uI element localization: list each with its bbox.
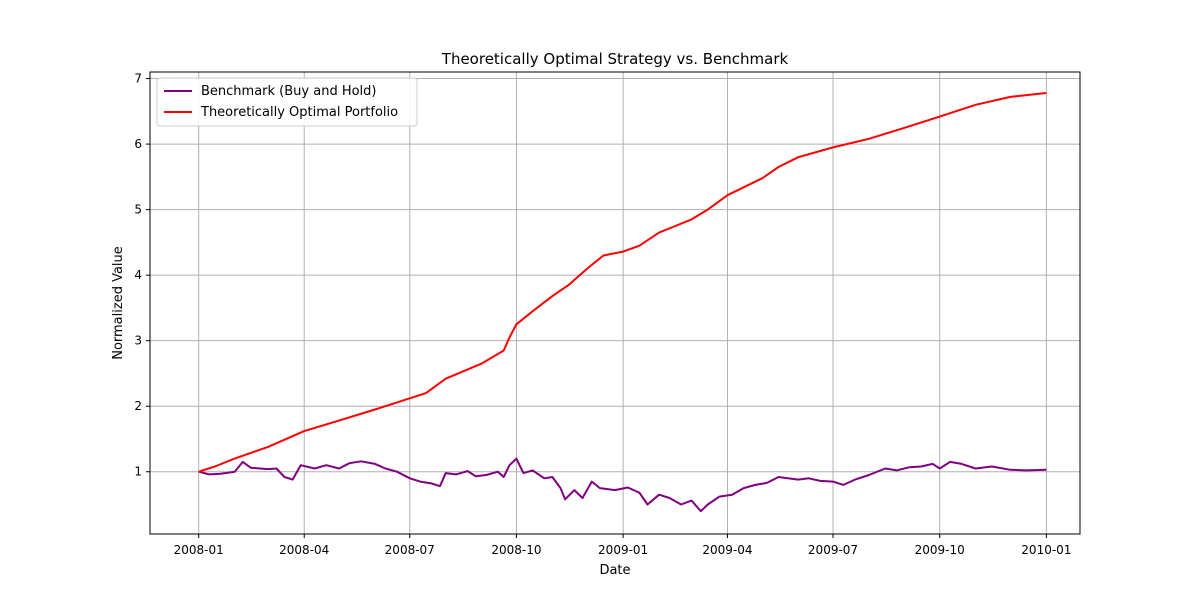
- legend: Benchmark (Buy and Hold) Theoretically O…: [156, 77, 418, 127]
- x-tick-label: 2008-01: [174, 543, 224, 557]
- y-tick-label: 4: [134, 268, 142, 282]
- series-line-benchmark: [198, 457, 1047, 513]
- y-tick-label: 1: [134, 465, 142, 479]
- x-tick-label: 2008-10: [491, 543, 541, 557]
- series-layer: [198, 92, 1047, 513]
- x-tick-label: 2009-10: [915, 543, 965, 557]
- y-tick-label: 6: [134, 137, 142, 151]
- y-tick-label: 5: [134, 203, 142, 217]
- y-tick-label: 7: [134, 72, 142, 86]
- x-tick-label: 2009-07: [808, 543, 858, 557]
- x-tick-label: 2010-01: [1021, 543, 1071, 557]
- legend-label-optimal: Theoretically Optimal Portfolio: [200, 105, 398, 120]
- tick-layer: 2008-01 2008-04 2008-07 2008-10 2009-01 2009-…: [134, 72, 1071, 557]
- x-tick-label: 2008-04: [279, 543, 329, 557]
- series-line-optimal: [198, 92, 1047, 473]
- x-tick-label: 2008-07: [385, 543, 435, 557]
- legend-label-benchmark: Benchmark (Buy and Hold): [201, 84, 377, 99]
- x-tick-label: 2009-01: [598, 543, 648, 557]
- y-axis-label: Normalized Value: [111, 246, 126, 360]
- y-tick-label: 2: [134, 399, 142, 413]
- chart-title: Theoretically Optimal Strategy vs. Bench…: [441, 50, 789, 68]
- x-tick-label: 2009-04: [702, 543, 752, 557]
- y-tick-label: 3: [134, 334, 142, 348]
- legend-box: [156, 77, 418, 127]
- plot-frame: [149, 71, 1081, 535]
- x-axis-label: Date: [599, 563, 630, 578]
- grid-layer: [150, 72, 1080, 534]
